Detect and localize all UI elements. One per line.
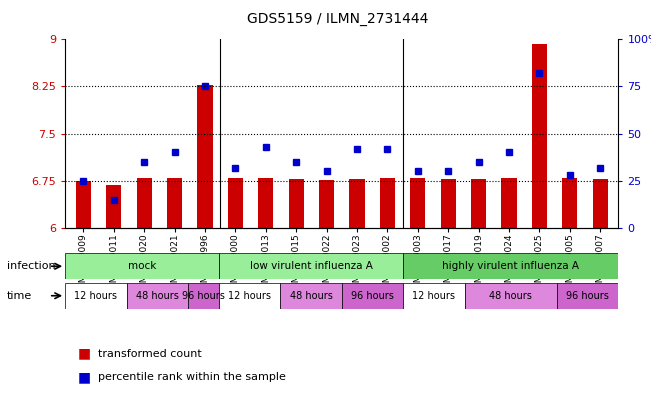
FancyBboxPatch shape <box>219 253 403 279</box>
Text: percentile rank within the sample: percentile rank within the sample <box>98 372 286 382</box>
FancyBboxPatch shape <box>188 283 219 309</box>
FancyBboxPatch shape <box>403 283 465 309</box>
Bar <box>288 179 304 228</box>
Text: ■: ■ <box>78 370 91 384</box>
FancyBboxPatch shape <box>281 283 342 309</box>
Text: 12 hours: 12 hours <box>413 291 456 301</box>
Bar <box>501 178 517 228</box>
Bar <box>258 178 273 228</box>
Text: 48 hours: 48 hours <box>490 291 533 301</box>
Text: low virulent influenza A: low virulent influenza A <box>249 261 372 271</box>
Bar <box>410 178 425 228</box>
Bar <box>441 179 456 228</box>
Bar <box>350 179 365 228</box>
Text: transformed count: transformed count <box>98 349 201 359</box>
Text: mock: mock <box>128 261 156 271</box>
Text: 96 hours: 96 hours <box>182 291 225 301</box>
Text: infection: infection <box>7 261 55 271</box>
Text: 12 hours: 12 hours <box>228 291 271 301</box>
Text: 48 hours: 48 hours <box>136 291 179 301</box>
FancyBboxPatch shape <box>465 283 557 309</box>
FancyBboxPatch shape <box>65 283 126 309</box>
Text: 12 hours: 12 hours <box>74 291 117 301</box>
Bar <box>76 181 91 228</box>
Bar <box>532 44 547 228</box>
FancyBboxPatch shape <box>342 283 403 309</box>
Bar <box>197 84 213 228</box>
FancyBboxPatch shape <box>557 283 618 309</box>
Bar <box>471 179 486 228</box>
FancyBboxPatch shape <box>219 283 281 309</box>
Bar <box>228 178 243 228</box>
Text: GDS5159 / ILMN_2731444: GDS5159 / ILMN_2731444 <box>247 12 429 26</box>
Bar <box>106 185 121 228</box>
Bar <box>592 179 608 228</box>
Text: 96 hours: 96 hours <box>351 291 394 301</box>
Text: ■: ■ <box>78 347 91 361</box>
Text: time: time <box>7 291 32 301</box>
Text: 48 hours: 48 hours <box>290 291 333 301</box>
FancyBboxPatch shape <box>126 283 188 309</box>
FancyBboxPatch shape <box>403 253 618 279</box>
Bar <box>167 178 182 228</box>
Text: highly virulent influenza A: highly virulent influenza A <box>442 261 579 271</box>
Bar <box>137 178 152 228</box>
Bar <box>562 178 577 228</box>
FancyBboxPatch shape <box>65 253 219 279</box>
Text: 96 hours: 96 hours <box>566 291 609 301</box>
Bar <box>380 178 395 228</box>
Bar <box>319 180 334 228</box>
